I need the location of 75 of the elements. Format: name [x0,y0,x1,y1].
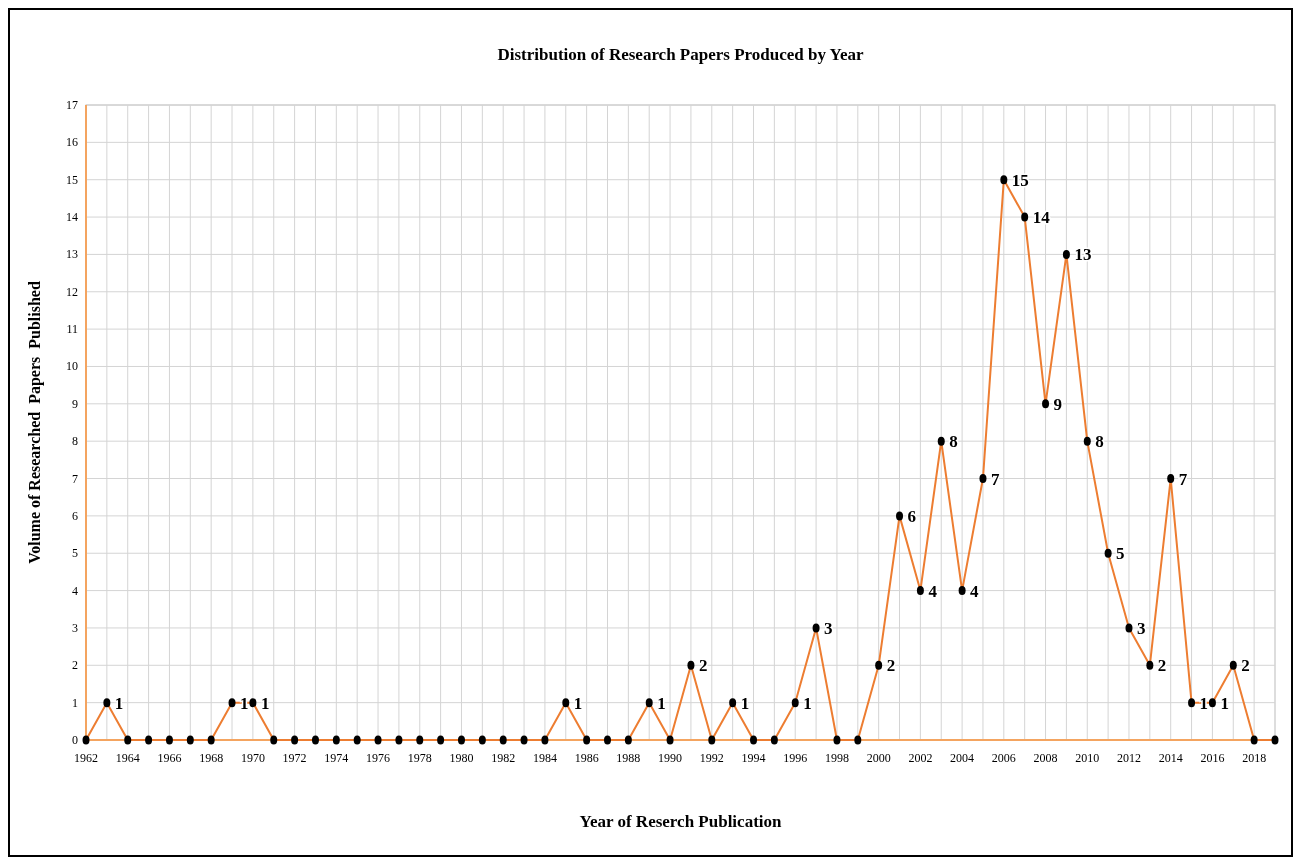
y-tick-label: 9 [72,396,78,411]
y-tick-label: 0 [72,733,78,747]
data-label: 2 [1157,656,1167,676]
y-tick-label: 7 [72,471,78,486]
x-tick-label: 2008 [1033,751,1058,765]
x-tick-label: 1990 [658,751,683,765]
data-label: 1 [114,693,124,713]
data-label: 1 [657,693,666,713]
data-label: 5 [1116,544,1125,564]
x-tick-label: 1996 [783,751,808,765]
y-tick-label: 11 [66,322,78,337]
data-label: 13 [1074,245,1092,265]
data-label: 1 [803,693,812,713]
data-label: 2 [698,656,708,676]
chart-title: Distribution of Research Papers Produced by Year [497,45,865,64]
x-tick-label: 2014 [1158,751,1183,765]
data-label: 7 [1178,469,1188,489]
x-tick-label: 1994 [741,751,766,765]
y-tick-label: 2 [72,658,78,673]
y-tick-label: 14 [66,210,78,225]
y-tick-label: 17 [66,98,78,112]
x-tick-label: 2006 [991,751,1016,765]
data-label: 7 [990,469,1000,489]
x-tick-label: 1976 [366,751,391,765]
y-tick-label: 6 [72,508,78,523]
y-tick-label: 13 [66,247,78,262]
x-tick-label: 2002 [908,751,933,765]
data-label: 2 [886,656,896,676]
data-label: 14 [1032,208,1051,228]
data-label: 8 [949,432,958,452]
x-tick-label: 2000 [866,751,891,765]
y-tick-label: 15 [66,172,78,187]
data-label: 15 [1011,170,1029,190]
data-label: 4 [928,581,938,601]
x-tick-label: 1988 [616,751,641,765]
x-tick-label: 2016 [1200,751,1225,765]
x-tick-label: 1964 [115,751,140,765]
data-label: 8 [1095,432,1104,452]
x-tick-label: 1962 [74,751,98,765]
data-label: 3 [824,618,833,638]
x-tick-label: 1980 [449,751,474,765]
x-tick-label: 2004 [950,751,975,765]
y-tick-label: 8 [72,434,78,449]
y-tick-label: 3 [72,620,78,635]
x-tick-label: 1974 [324,751,349,765]
data-label: 9 [1053,394,1063,414]
x-tick-label: 1972 [282,751,307,765]
data-label: 6 [907,506,917,526]
data-label: 1 [1220,693,1229,713]
x-tick-label: 2010 [1075,751,1100,765]
x-tick-label: 1984 [532,751,557,765]
x-tick-label: 1978 [407,751,432,765]
x-axis-title: Year of Reserch Publication [579,812,783,831]
y-tick-label: 4 [72,583,78,598]
y-axis-title: Volume of Researched Papers Published [26,281,44,564]
x-tick-label: 1968 [199,751,224,765]
data-label: 1 [573,693,583,713]
y-tick-label: 10 [66,359,78,374]
x-tick-label: 2018 [1242,751,1267,765]
y-tick-label: 5 [72,546,78,561]
data-label: 1 [260,693,270,713]
x-tick-label: 2012 [1116,751,1141,765]
y-tick-label: 1 [72,695,78,710]
y-tick-label: 12 [66,284,78,299]
x-tick-label: 1998 [824,751,849,765]
data-label: 3 [1136,618,1146,638]
x-tick-label: 1970 [240,751,265,765]
x-tick-label: 1986 [574,751,599,765]
data-label: 2 [1241,656,1250,676]
y-tick-label: 16 [66,135,78,150]
x-tick-label: 1982 [491,751,516,765]
data-label: 1 [740,693,750,713]
x-tick-label: 1992 [699,751,724,765]
data-label: 4 [970,581,980,601]
x-tick-label: 1966 [157,751,182,765]
